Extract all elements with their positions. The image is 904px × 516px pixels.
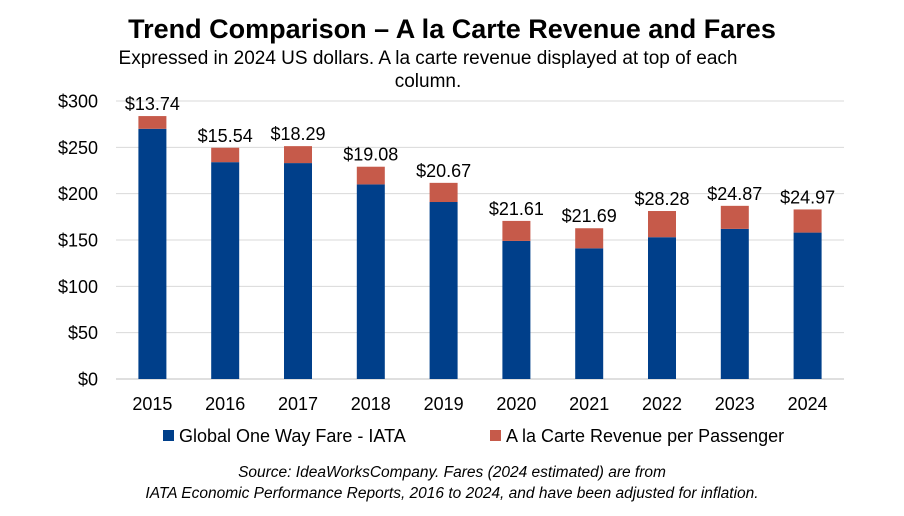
bar-alacarte-2017 [284,146,312,164]
legend-swatch-fare [163,430,174,441]
y-tick-label: $150 [58,231,98,251]
y-tick-label: $100 [58,277,98,297]
data-label-2023: $24.87 [707,184,762,204]
x-tick-label: 2024 [788,394,828,414]
legend-label-fare: Global One Way Fare - IATA [179,426,406,446]
y-tick-label: $0 [78,370,98,390]
bar-fare-2016 [211,162,240,379]
data-label-2022: $28.28 [634,189,689,209]
y-tick-label: $200 [58,184,98,204]
x-tick-label: 2022 [642,394,682,414]
data-label-2020: $21.61 [489,199,544,219]
x-tick-label: 2021 [569,394,609,414]
x-axis-tick-labels: 2015 2016 2017 2018 2019 2020 2021 2022 2023 2024 [132,394,827,414]
x-tick-label: 2017 [278,394,318,414]
x-tick-label: 2023 [715,394,755,414]
bar-fare-2022 [648,237,676,379]
bar-alacarte-2016 [211,147,240,163]
source-line-2: IATA Economic Performance Reports, 2016 … [145,485,759,502]
bar-alacarte-2021 [575,228,604,249]
data-label-2021: $21.69 [562,206,617,226]
y-tick-label: $250 [58,138,98,158]
data-labels: $13.74 $15.54 $18.29 $19.08 $20.67 $21.61 $21.… [125,94,835,226]
source-note: Source: IdeaWorksCompany. Fares (2024 es… [0,462,904,504]
data-label-2024: $24.97 [780,187,835,207]
bar-alacarte-2018 [356,166,385,185]
bar-alacarte-2020 [502,220,531,241]
bar-fare-2019 [429,202,458,379]
legend-swatch-alacarte [490,430,501,441]
data-label-2018: $19.08 [343,145,398,165]
bar-fare-2024 [793,232,822,379]
chart-title: Trend Comparison – A la Carte Revenue an… [128,14,776,44]
bar-alacarte-2023 [720,205,749,229]
y-tick-label: $50 [68,323,98,343]
subtitle-line-2: column. [394,71,462,92]
data-label-2015: $13.74 [125,94,180,114]
bar-fare-2015 [138,128,167,379]
x-tick-label: 2020 [496,394,536,414]
data-label-2017: $18.29 [270,124,325,144]
x-tick-label: 2016 [205,394,245,414]
legend-label-alacarte: A la Carte Revenue per Passenger [506,426,784,446]
bar-fare-2021 [575,248,604,379]
x-tick-label: 2015 [132,394,172,414]
bar-alacarte-2019 [429,182,458,203]
data-label-2016: $15.54 [198,126,253,146]
stacked-bar-chart: $0$50$100$150$200$250$300 $13.74$15.54 $1… [58,92,844,446]
bar-alacarte-2022 [648,211,676,238]
y-axis-tick-labels: $0 $50 $100 $150 $200 $250 $300 [58,92,98,390]
bars [138,116,822,379]
bar-alacarte-2015 [138,116,167,129]
bar-fare-2018 [356,184,385,379]
bar-alacarte-2024 [793,209,822,233]
legend: Global One Way Fare - IATA A la Carte Rev… [163,426,784,446]
source-line-1: Source: IdeaWorksCompany. Fares (2024 es… [238,464,666,481]
chart-subtitle: Expressed in 2024 US dollars. A la carte… [90,47,766,93]
subtitle-line-1: Expressed in 2024 US dollars. A la carte… [118,48,738,69]
bar-fare-2023 [720,228,749,379]
x-tick-label: 2019 [424,394,464,414]
y-tick-label: $300 [58,92,98,112]
bar-fare-2017 [284,163,312,379]
bar-fare-2020 [502,240,531,379]
x-tick-label: 2018 [351,394,391,414]
data-label-2019: $20.67 [416,161,471,181]
